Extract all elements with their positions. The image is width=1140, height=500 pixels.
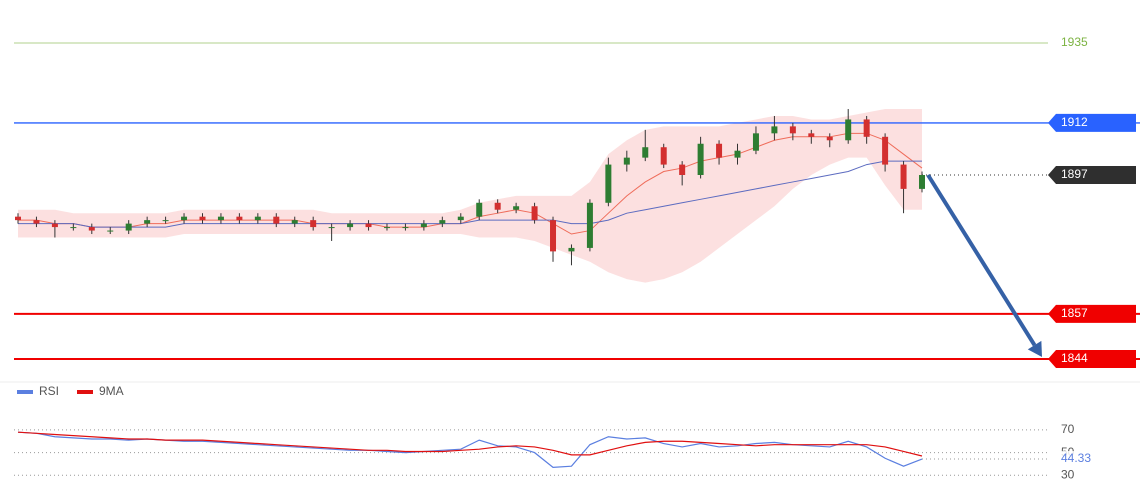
level-label: 1857 xyxy=(1061,306,1088,320)
candle-body xyxy=(125,223,132,231)
forecast-arrow xyxy=(926,173,1037,347)
legend-swatch xyxy=(17,390,33,394)
candle-body xyxy=(919,175,925,189)
candle-body xyxy=(51,223,58,228)
candle-body xyxy=(70,227,77,229)
candle-body xyxy=(347,223,354,228)
candle-body xyxy=(771,126,778,134)
candle-body xyxy=(697,143,704,175)
candle-body xyxy=(531,206,538,221)
candle-body xyxy=(660,147,667,165)
level-label: 1897 xyxy=(1061,167,1088,181)
candle-body xyxy=(476,202,483,217)
candle-body xyxy=(33,220,40,224)
candle-body xyxy=(199,216,206,221)
candle-body xyxy=(236,216,243,221)
candle-body xyxy=(162,220,169,222)
candle-body xyxy=(808,133,815,137)
candle-body xyxy=(494,202,501,210)
level-tag xyxy=(1048,113,1136,132)
candle-body xyxy=(107,230,114,232)
y-tick-label: 70 xyxy=(1061,422,1075,436)
candle-body xyxy=(88,227,95,231)
level-tag xyxy=(1048,350,1136,369)
candle-body xyxy=(605,164,612,203)
slow-ma xyxy=(18,160,922,228)
candle-body xyxy=(586,202,593,248)
current-label: 44.33 xyxy=(1061,451,1091,465)
forecast-arrowhead xyxy=(1027,340,1042,358)
candle-body xyxy=(623,157,630,165)
current-label-bg xyxy=(1058,451,1098,468)
level-tag xyxy=(1048,166,1136,184)
candle-body xyxy=(15,216,21,221)
legend-label: RSI xyxy=(39,384,59,398)
candle-body xyxy=(420,223,427,228)
y-tick-label: 30 xyxy=(1061,467,1075,481)
candle-body xyxy=(789,126,796,134)
candle-body xyxy=(217,216,224,221)
candle-body xyxy=(550,220,557,252)
candle-body xyxy=(568,247,575,252)
candle-body xyxy=(365,223,372,228)
candle-body xyxy=(513,206,520,210)
candle-body xyxy=(882,136,889,165)
level-label: 1844 xyxy=(1061,351,1088,365)
candle-body xyxy=(863,119,870,137)
fast-ma xyxy=(18,132,923,235)
level-tag xyxy=(1048,304,1136,323)
candle-body xyxy=(254,216,261,221)
candle-body xyxy=(181,216,188,221)
candle-body xyxy=(310,220,317,228)
candle-body xyxy=(642,147,649,158)
candle-body xyxy=(291,220,298,224)
candle-body xyxy=(402,227,409,229)
candle-body xyxy=(716,143,723,158)
legend-swatch xyxy=(77,390,93,394)
candle-body xyxy=(328,227,335,229)
candle-body xyxy=(273,216,280,224)
level-label: 1935 xyxy=(1061,35,1088,49)
candle-body xyxy=(457,216,464,221)
candle-body xyxy=(900,164,907,189)
candle-body xyxy=(845,119,852,141)
candle-body xyxy=(383,227,390,229)
legend-label: 9MA xyxy=(99,384,124,398)
candle-body xyxy=(734,150,741,158)
candle-body xyxy=(679,164,686,175)
candle-body xyxy=(752,133,759,151)
candle-body xyxy=(826,136,833,141)
rsi-line xyxy=(17,431,923,457)
candle-body xyxy=(439,220,446,224)
level-label: 1912 xyxy=(1061,115,1088,129)
bollinger-band xyxy=(18,109,922,283)
candle-body xyxy=(144,220,151,224)
